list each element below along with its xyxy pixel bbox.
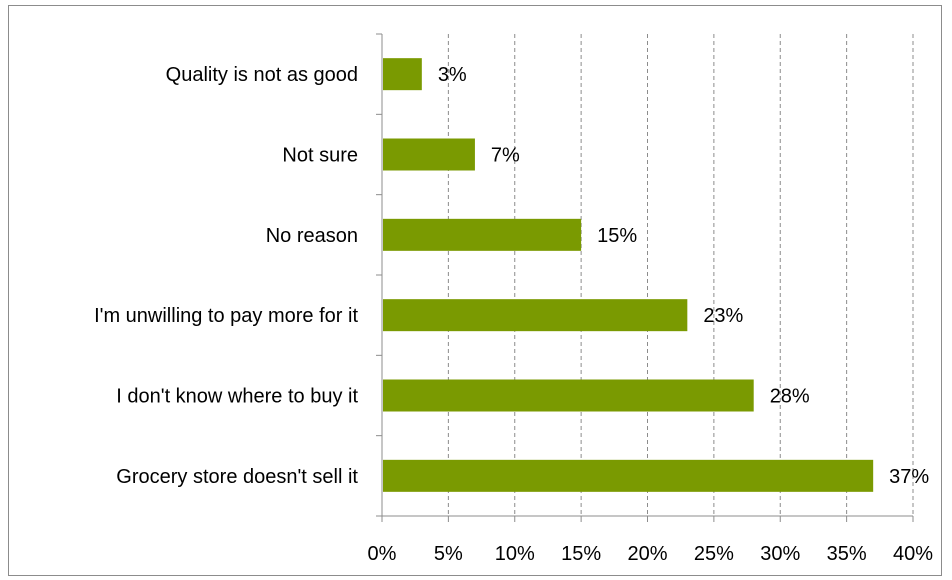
- gridlines: [447, 34, 914, 516]
- bar: [383, 299, 688, 332]
- category-label: Not sure: [282, 145, 358, 167]
- category-label: Grocery store doesn't sell it: [116, 466, 358, 488]
- bar: [383, 379, 754, 412]
- x-tick-label: 25%: [694, 543, 734, 565]
- bars: [383, 58, 874, 492]
- labels: 0% 5% 10% 15% 20% 25% 30% 35% 40% Grocery store d…: [94, 64, 933, 565]
- x-tick-label: 40%: [893, 543, 933, 565]
- x-tick-label: 35%: [827, 543, 867, 565]
- value-label: 7%: [491, 145, 520, 167]
- category-label: No reason: [266, 225, 358, 247]
- category-label: I don't know where to buy it: [116, 386, 358, 408]
- bar: [383, 218, 582, 251]
- value-label: 37%: [889, 466, 929, 488]
- bar: [383, 138, 475, 171]
- value-label: 15%: [597, 225, 637, 247]
- x-tick-label: 30%: [760, 543, 800, 565]
- value-label: 28%: [770, 386, 810, 408]
- category-label: I'm unwilling to pay more for it: [94, 305, 358, 327]
- value-label: 23%: [703, 305, 743, 327]
- value-label: 3%: [438, 64, 467, 86]
- x-tick-label: 5%: [434, 543, 463, 565]
- x-tick-label: 0%: [368, 543, 397, 565]
- x-tick-label: 20%: [627, 543, 667, 565]
- x-tick-label: 10%: [495, 543, 535, 565]
- x-tick-label: 15%: [561, 543, 601, 565]
- axes: [376, 33, 914, 522]
- bar: [383, 58, 422, 91]
- bar: [383, 459, 874, 492]
- category-label: Quality is not as good: [166, 64, 358, 86]
